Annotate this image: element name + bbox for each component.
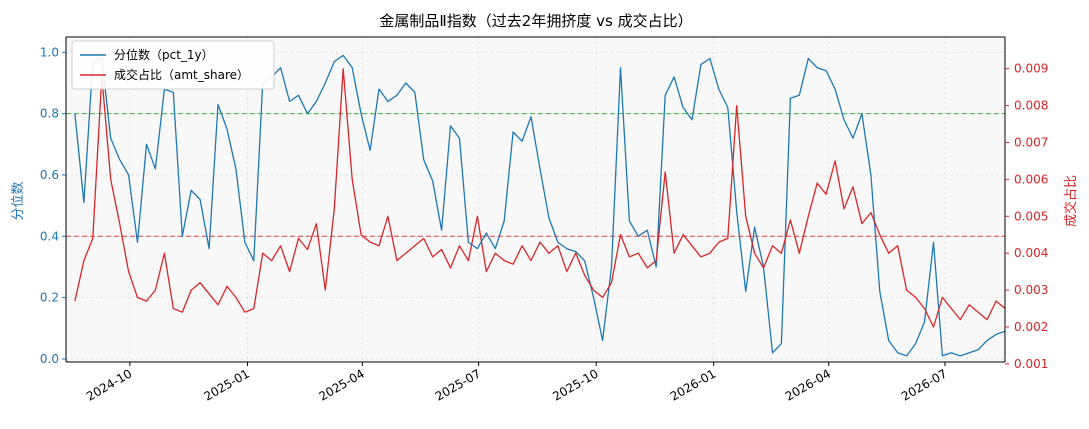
y-left-tick-label: 1.0 [40, 45, 59, 59]
y-right-tick-label: 0.007 [1014, 136, 1048, 150]
plot-area: 2024-10 2025-01 2025-04 2025-07 2025-10 2026-… [40, 36, 1048, 404]
y-right-tick-label: 0.008 [1014, 99, 1048, 113]
y-right-tick-label: 0.004 [1014, 246, 1048, 260]
y-right-tick-label: 0.005 [1014, 209, 1048, 223]
y-left-tick-label: 0.4 [40, 229, 59, 243]
y-right-tick-label: 0.009 [1014, 62, 1048, 76]
y-left-tick-label: 0.2 [40, 291, 59, 305]
y-right-tick-label: 0.001 [1014, 357, 1048, 371]
y-right-tick-label: 0.003 [1014, 283, 1048, 297]
legend: 分位数（pct_1y） 成交占比（amt_share） [71, 40, 275, 90]
series-line-amt-share [74, 68, 1006, 328]
y-left-tick-label: 0.0 [40, 352, 59, 366]
legend-label: 分位数（pct_1y） [114, 47, 214, 62]
y-axis-right-label: 成交占比 [1063, 175, 1079, 227]
y-left-tick-label: 0.6 [40, 168, 59, 182]
y-right-tick-label: 0.002 [1014, 320, 1048, 334]
y-right-tick-label: 0.006 [1014, 172, 1048, 186]
y-axis-left-label: 分位数 [11, 181, 26, 220]
chart-title: 金属制品Ⅱ指数（过去2年拥挤度 vs 成交占比） [379, 12, 692, 30]
legend-box [71, 40, 275, 90]
series-line-pct [74, 54, 1006, 357]
legend-label: 成交占比（amt_share） [114, 67, 249, 82]
y-left-tick-label: 0.8 [40, 107, 59, 121]
